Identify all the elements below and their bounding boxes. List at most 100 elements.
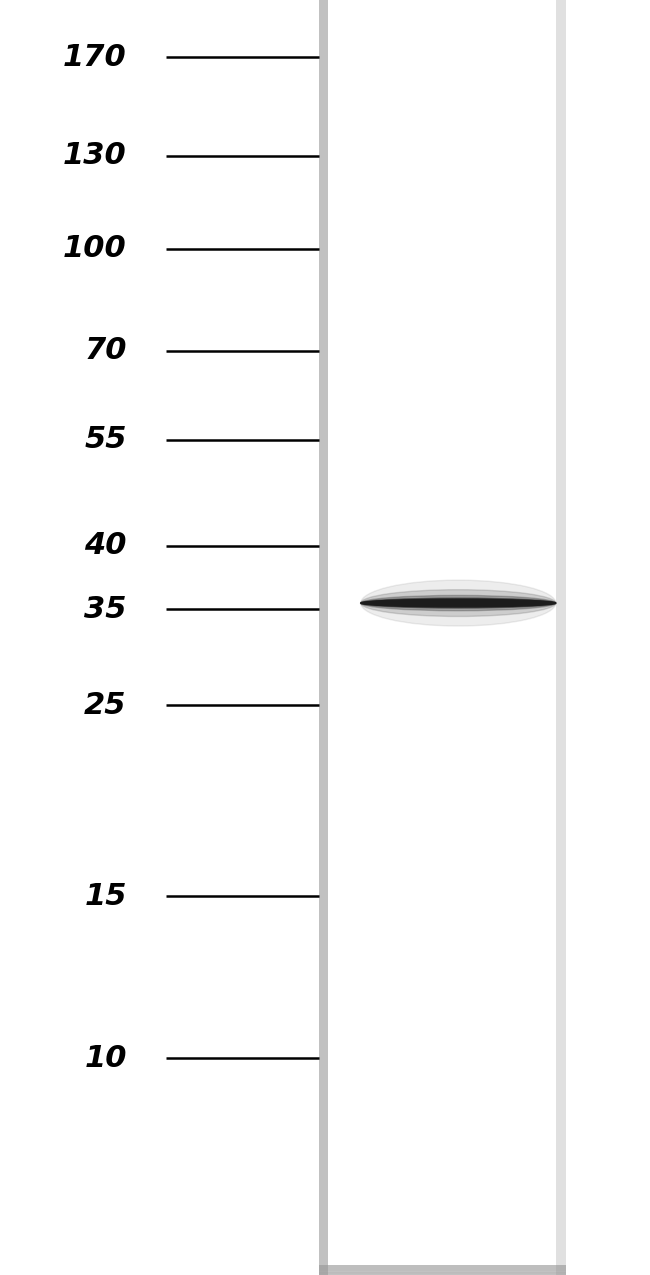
Bar (318, 1269, 566, 1275)
Bar (318, 1267, 566, 1272)
Bar (318, 1269, 566, 1274)
Bar (318, 1267, 566, 1272)
Bar (318, 1267, 566, 1272)
Bar (318, 1270, 566, 1275)
Bar (318, 1267, 566, 1272)
Bar (318, 1269, 566, 1275)
Bar (318, 1269, 566, 1274)
Bar (318, 1269, 566, 1274)
Bar (318, 1269, 566, 1274)
Bar (318, 1266, 566, 1272)
Bar (318, 1267, 566, 1274)
Bar (318, 1267, 566, 1272)
Bar (318, 1270, 566, 1275)
Bar (318, 1269, 566, 1274)
Bar (318, 1269, 566, 1274)
Bar (318, 1267, 566, 1274)
Bar (318, 1266, 566, 1272)
Bar (318, 1269, 566, 1274)
Bar (318, 1266, 566, 1272)
Bar (318, 1266, 566, 1271)
Bar (318, 1265, 566, 1271)
Bar (318, 1269, 566, 1274)
Bar (318, 1265, 566, 1271)
Bar (318, 1266, 566, 1271)
Bar (318, 1266, 566, 1271)
Bar (318, 1267, 566, 1272)
Bar (318, 1267, 566, 1274)
Bar (556, 0, 566, 1275)
Bar (318, 1266, 566, 1272)
Bar (318, 1267, 566, 1272)
Bar (318, 1267, 566, 1272)
Bar (318, 1267, 566, 1272)
Bar (318, 1269, 566, 1275)
Bar (318, 1267, 566, 1272)
Bar (318, 1266, 566, 1271)
Bar (318, 1267, 566, 1272)
Bar (318, 1267, 566, 1272)
Bar (318, 1267, 566, 1274)
Bar (318, 1266, 566, 1271)
Bar (318, 1267, 566, 1272)
Bar (318, 1269, 566, 1274)
Bar (318, 1266, 566, 1271)
Bar (318, 1267, 566, 1274)
Bar (318, 1265, 566, 1271)
Bar (318, 1269, 566, 1274)
Bar (318, 1266, 566, 1271)
Bar (318, 1267, 566, 1272)
Bar (318, 1266, 566, 1271)
Bar (318, 1269, 566, 1274)
Text: 55: 55 (84, 426, 127, 454)
Bar (318, 1267, 566, 1274)
Bar (318, 1267, 566, 1274)
Bar (318, 1266, 566, 1272)
Bar (318, 1269, 566, 1274)
Bar (318, 1269, 566, 1274)
Bar (318, 1267, 566, 1272)
Bar (318, 1267, 566, 1272)
Bar (318, 1267, 566, 1272)
Bar (318, 1267, 566, 1272)
Bar (318, 1267, 566, 1272)
Bar (318, 1265, 566, 1271)
Bar (318, 1270, 566, 1275)
Bar (318, 1269, 566, 1274)
Text: 170: 170 (63, 43, 127, 71)
Bar (318, 1267, 566, 1274)
Bar (318, 1266, 566, 1271)
Bar (318, 1270, 566, 1275)
Bar (318, 1267, 566, 1274)
Bar (318, 1267, 566, 1272)
Bar (318, 1270, 566, 1275)
Text: 35: 35 (84, 595, 127, 623)
Bar (318, 1267, 566, 1272)
Bar (318, 1267, 566, 1272)
Bar (318, 1267, 566, 1272)
Bar (318, 1269, 566, 1275)
Text: 10: 10 (84, 1044, 127, 1072)
Bar (318, 1266, 566, 1271)
Text: 40: 40 (84, 532, 127, 560)
Bar (318, 1267, 566, 1272)
Bar (318, 1267, 566, 1274)
Bar (318, 1269, 566, 1275)
Bar (318, 1270, 566, 1275)
Bar (318, 1265, 566, 1271)
Bar (318, 1267, 566, 1272)
Bar (318, 1265, 566, 1271)
Bar (318, 1269, 566, 1274)
Bar (318, 1266, 566, 1271)
Bar (318, 1267, 566, 1274)
Bar (318, 1267, 566, 1274)
Bar (318, 1267, 566, 1272)
Bar (318, 1267, 566, 1272)
Bar (318, 1266, 566, 1272)
Bar (318, 1266, 566, 1272)
Bar (318, 1266, 566, 1271)
Bar (318, 1269, 566, 1274)
Bar (318, 1267, 566, 1272)
Bar (318, 1266, 566, 1272)
Bar (318, 1266, 566, 1272)
